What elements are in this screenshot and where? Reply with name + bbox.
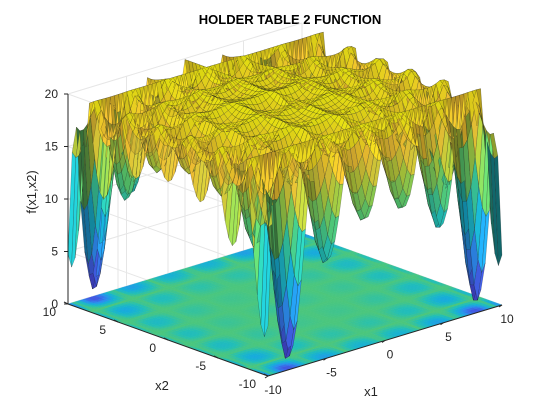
x1-axis-label: x1 <box>364 384 378 399</box>
x2-tick-label: 5 <box>99 323 106 337</box>
x1-tick-label: 0 <box>387 348 394 362</box>
x1-tick-label: 5 <box>445 330 452 344</box>
z-tick-label: 10 <box>45 192 59 206</box>
z-tick-label: 5 <box>51 245 58 259</box>
x1-tick-label: -10 <box>264 383 282 397</box>
z-tick-label: 20 <box>45 87 59 101</box>
x2-axis-label: x2 <box>155 378 169 393</box>
z-axis-label: f(x1,x2) <box>24 170 39 213</box>
x1-tick-label: 10 <box>500 312 514 326</box>
x2-tick-label: 0 <box>149 341 156 355</box>
surface-mesh <box>67 31 503 359</box>
x2-tick-label: -10 <box>239 377 257 391</box>
x2-tick-label: 10 <box>43 305 57 319</box>
z-tick-label: 15 <box>45 140 59 154</box>
x2-tick-label: -5 <box>195 359 206 373</box>
chart-title: HOLDER TABLE 2 FUNCTION <box>199 12 381 27</box>
z-tick-label: 0 <box>51 297 58 311</box>
x1-tick-label: -5 <box>326 365 337 379</box>
